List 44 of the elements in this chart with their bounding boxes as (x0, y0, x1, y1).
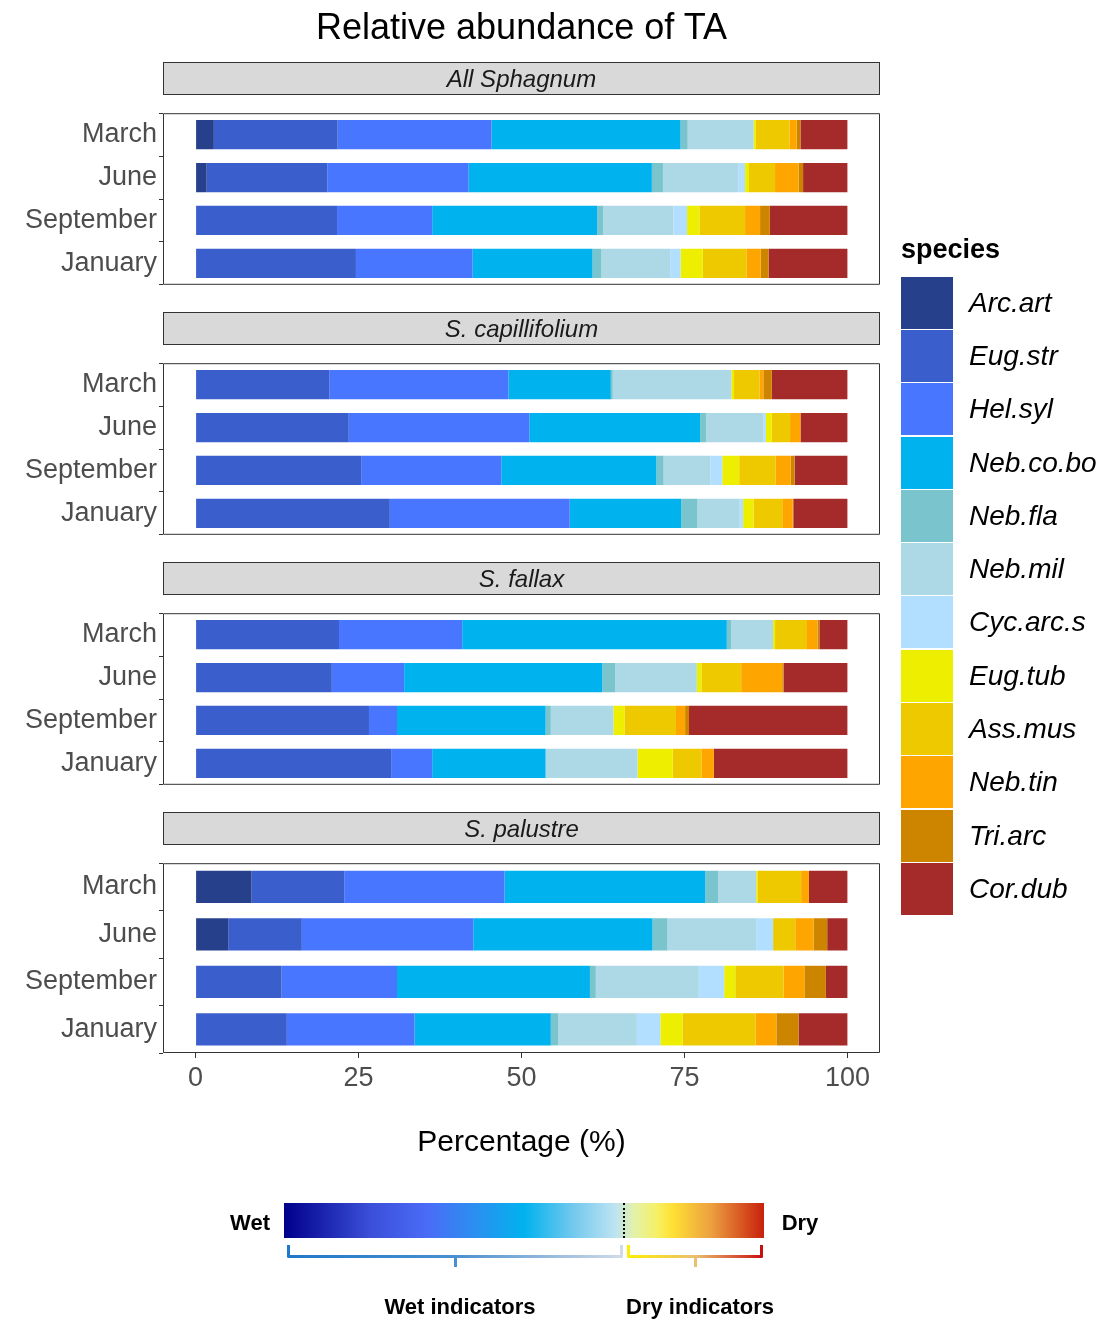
y-tick-label: June (98, 661, 157, 691)
legend-label: Hel.syl (969, 393, 1054, 426)
legend-label: Eug.str (969, 339, 1058, 372)
legend-label: Neb.tin (969, 766, 1058, 799)
legend-label: Tri.arc (969, 819, 1047, 852)
y-tick-label: March (81, 368, 157, 399)
chart-title: Relative abundance of TA (315, 5, 728, 49)
legend-title: species (901, 233, 1002, 266)
y-tick-label: June (98, 411, 157, 441)
text: Wet (229, 1210, 271, 1236)
text: Wet indicators (383, 1294, 537, 1320)
y-tick-label: September (24, 703, 157, 734)
x-tick-label: 25 (343, 1061, 374, 1092)
legend-label: Neb.fla (969, 499, 1058, 532)
y-tick-label: September (24, 453, 157, 484)
y-tick-label: September (24, 965, 157, 996)
x-axis-title: Percentage (%) (417, 1124, 626, 1158)
y-tick-label: January (60, 1012, 158, 1043)
legend-label: Arc.art (969, 286, 1052, 319)
y-tick-label: March (81, 118, 157, 149)
x-tick-label: 0 (188, 1061, 204, 1092)
legend-label: Cor.dub (969, 872, 1068, 905)
chart-subtitle: S. palustre (163, 812, 880, 845)
y-tick-label: January (60, 496, 158, 527)
text: Dry indicators (625, 1294, 775, 1320)
y-tick-label: September (24, 203, 157, 234)
legend-label: Neb.mil (969, 553, 1064, 586)
y-tick-label: January (60, 246, 158, 277)
chart-subtitle: S. fallax (163, 562, 880, 595)
y-tick-label: March (81, 870, 157, 901)
y-tick-label: March (81, 618, 157, 649)
legend-label: Cyc.arc.s (969, 606, 1086, 639)
x-tick-label: 50 (506, 1061, 537, 1092)
chart-subtitle: All Sphagnum (163, 62, 880, 95)
x-tick-label: 75 (669, 1061, 700, 1092)
chart-subtitle: S. capillifolium (163, 312, 880, 345)
y-tick-label: January (60, 746, 158, 777)
legend-label: Ass.mus (969, 713, 1077, 746)
y-tick-label: June (98, 917, 157, 948)
y-tick-label: June (98, 161, 157, 191)
legend-label: Eug.tub (969, 659, 1066, 692)
legend-label: Neb.co.bo (969, 446, 1097, 479)
x-tick-label: 100 (824, 1061, 870, 1092)
text: Dry (780, 1210, 820, 1236)
